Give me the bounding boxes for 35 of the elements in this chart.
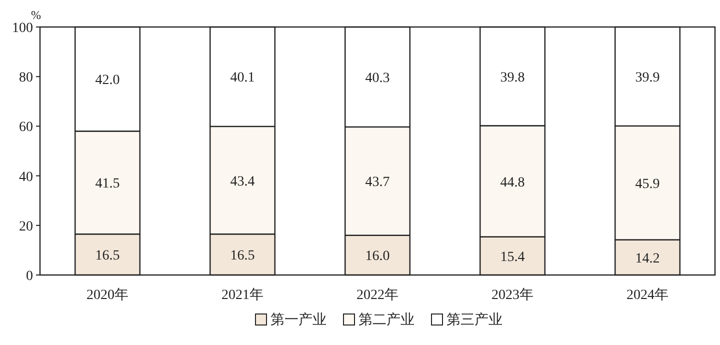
legend-label: 第三产业 (446, 312, 502, 328)
data-label: 14.2 (635, 251, 660, 266)
data-label: 43.7 (365, 175, 390, 190)
data-label: 16.5 (95, 248, 120, 264)
y-tick-label: 40 (19, 170, 33, 185)
y-tick-label: 100 (12, 21, 33, 36)
bar (344, 126, 410, 236)
bar (210, 126, 276, 235)
data-label: 39.9 (635, 70, 660, 86)
x-tick-label: 2022年 (356, 287, 398, 303)
x-tick-label: 2024年 (626, 287, 668, 303)
bar (74, 130, 140, 235)
x-tick-label: 2021年 (222, 287, 264, 303)
y-axis-title: % (31, 8, 41, 22)
data-label: 40.1 (230, 70, 255, 86)
y-tick-label: 20 (19, 219, 33, 234)
data-label: 41.5 (95, 176, 120, 192)
x-tick-label: 2020年 (86, 287, 128, 303)
data-label: 16.5 (230, 248, 255, 264)
data-label: 15.4 (500, 250, 525, 265)
legend-label: 第二产业 (358, 312, 414, 328)
y-tick-label: 60 (19, 120, 33, 136)
data-label: 45.9 (635, 176, 660, 192)
y-tick-label: 0 (26, 269, 33, 284)
data-label: 43.4 (230, 174, 255, 190)
bar (480, 125, 546, 238)
data-label: 42.0 (95, 73, 120, 88)
x-tick-label: 2023年 (492, 287, 534, 303)
bar (614, 125, 680, 240)
legend-label: 第一产业 (270, 312, 326, 328)
data-label: 40.3 (365, 70, 390, 86)
data-label: 44.8 (500, 175, 525, 190)
data-label: 39.8 (500, 70, 525, 86)
y-tick-label: 80 (19, 70, 33, 86)
data-label: 16.0 (365, 249, 390, 264)
